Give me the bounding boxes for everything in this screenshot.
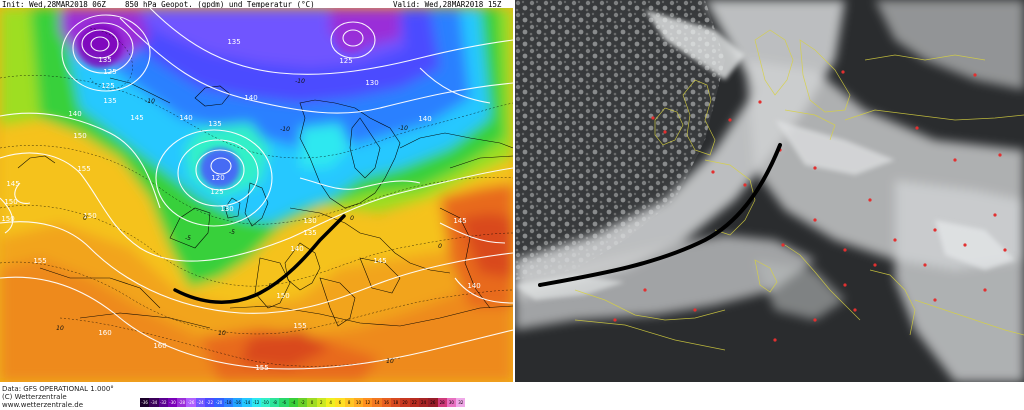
map-title: 850 hPa Geopot. (gpdm) und Temperatur (°… <box>125 0 315 9</box>
colorbar-segment: 6 <box>335 398 345 407</box>
colorbar-segment: 16 <box>381 398 392 407</box>
init-time-label: Init: Wed,28MAR2018 06Z <box>2 0 106 9</box>
front-line-left <box>173 214 346 304</box>
colorbar-segment: -26 <box>186 398 196 407</box>
colorbar-segment: -4 <box>288 398 299 407</box>
colorbar-segment: 8 <box>344 398 354 407</box>
colorbar-segment: 26 <box>428 398 438 407</box>
colorbar-segment: -10 <box>260 398 271 407</box>
panel-divider <box>513 0 515 410</box>
colorbar-segment: 0 <box>307 398 317 407</box>
colorbar-segment: -30 <box>167 398 178 407</box>
temperature-geopotential-map <box>0 8 513 382</box>
colorbar-segment: -34 <box>149 398 159 407</box>
temperature-colorbar: -36 -34 -32 -30 -28 -26 -24 -22 -20 -18 -16 -14 -12-… <box>140 398 466 407</box>
colorbar-segment: -6 <box>279 398 289 407</box>
colorbar-segment: 10 <box>353 398 364 407</box>
copyright-label: (C) Wetterzentrale <box>2 393 67 401</box>
colorbar-segment: 30 <box>446 398 457 407</box>
colorbar-segment: -22 <box>205 398 215 407</box>
colorbar-segment: 12 <box>363 398 373 407</box>
colorbar-segment: 2 <box>316 398 326 407</box>
colorbar-segment: 32 <box>456 398 466 407</box>
colorbar-segment: 24 <box>418 398 429 407</box>
colorbar-segment: 14 <box>372 398 382 407</box>
colorbar-segment: -18 <box>223 398 233 407</box>
colorbar-segment: -14 <box>242 398 252 407</box>
satellite-image <box>515 0 1024 382</box>
weather-model-map-panel: Init: Wed,28MAR2018 06Z 850 hPa Geopot. … <box>0 0 513 410</box>
front-line-right <box>538 143 782 287</box>
satellite-image-panel <box>515 0 1024 382</box>
colorbar-segment: -36 <box>140 398 150 407</box>
colorbar-segment: -16 <box>232 398 243 407</box>
colorbar-segment: 28 <box>437 398 447 407</box>
colorbar-segment: -28 <box>177 398 187 407</box>
colorbar-segment: -32 <box>158 398 168 407</box>
colorbar-segment: 20 <box>400 398 410 407</box>
colorbar-segment: 22 <box>409 398 419 407</box>
colorbar-segment: -8 <box>270 398 280 407</box>
colorbar-segment: -2 <box>298 398 308 407</box>
colorbar-segment: -20 <box>214 398 224 407</box>
data-source-label: Data: GFS OPERATIONAL 1.000° <box>2 385 114 393</box>
valid-time-label: Valid: Wed,28MAR2018 15Z <box>393 0 502 9</box>
colorbar-segment: 18 <box>391 398 401 407</box>
colorbar-segment: -24 <box>195 398 206 407</box>
colorbar-segment: -12 <box>251 398 261 407</box>
colorbar-segment: 4 <box>325 398 336 407</box>
satellite-bottom-margin <box>515 382 1024 410</box>
website-link[interactable]: www.wetterzentrale.de <box>2 401 84 409</box>
